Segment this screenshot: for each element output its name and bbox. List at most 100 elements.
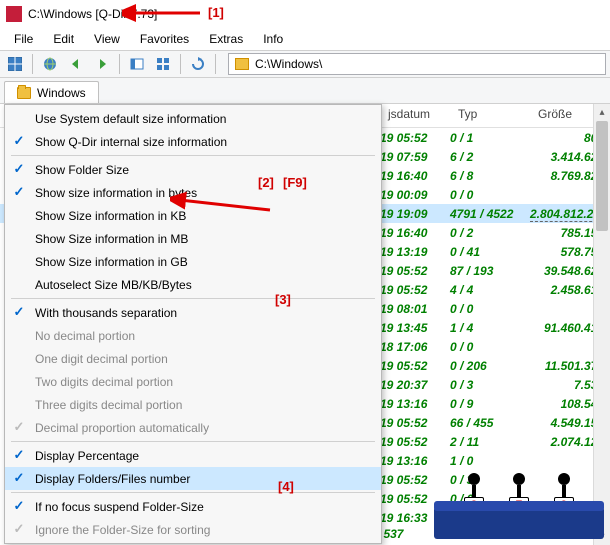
menu-item[interactable]: ✓ Display Folders/Files number	[5, 467, 381, 490]
title-bar: C:\Windows [Q-Dir 7.73]	[0, 0, 610, 28]
scroll-thumb[interactable]	[596, 121, 608, 231]
grid-icon[interactable]	[152, 53, 174, 75]
cell-date: 19 05:52	[380, 264, 450, 278]
back-icon[interactable]	[65, 53, 87, 75]
menu-favorites[interactable]: Favorites	[130, 30, 199, 48]
menu-item[interactable]: ✓ If no focus suspend Folder-Size	[5, 495, 381, 518]
cell-typ: 0 / 2	[450, 226, 530, 240]
menu-item-label: Show Q-Dir internal size information	[35, 135, 227, 149]
globe-icon[interactable]	[39, 53, 61, 75]
check-icon: ✓	[11, 419, 27, 435]
forward-icon[interactable]	[91, 53, 113, 75]
tab-windows[interactable]: Windows	[4, 81, 99, 103]
cell-date: 19 00:09	[380, 188, 450, 202]
tab-label: Windows	[37, 86, 86, 100]
menu-item-label: Use System default size information	[35, 112, 226, 126]
menu-item-label: No decimal portion	[35, 329, 135, 343]
menu-item-label: Show Size information in KB	[35, 209, 186, 223]
menu-item-label: Decimal proportion automatically	[35, 421, 209, 435]
check-icon: ✓	[11, 521, 27, 537]
refresh-icon[interactable]	[187, 53, 209, 75]
check-icon: ✓	[11, 184, 27, 200]
menu-item[interactable]: Show Size information in MB	[5, 227, 381, 250]
menu-item-label: Ignore the Folder-Size for sorting	[35, 523, 210, 537]
menu-item-label: One digit decimal portion	[35, 352, 168, 366]
menu-edit[interactable]: Edit	[43, 30, 84, 48]
menu-item: Two digits decimal portion	[5, 370, 381, 393]
arrow-1-icon	[122, 4, 202, 22]
cell-date: 19 13:45	[380, 321, 450, 335]
path-input[interactable]: C:\Windows\	[228, 53, 606, 75]
cell-date: 19 20:37	[380, 378, 450, 392]
menu-view[interactable]: View	[84, 30, 130, 48]
check-icon: ✓	[11, 447, 27, 463]
cell-typ: 0 / 41	[450, 245, 530, 259]
cell-typ: 0 / 206	[450, 359, 530, 373]
menu-separator	[11, 298, 375, 299]
menu-item-label: Two digits decimal portion	[35, 375, 173, 389]
cell-date: 19 16:40	[380, 169, 450, 183]
menu-item: No decimal portion	[5, 324, 381, 347]
cell-typ: 2 / 11	[450, 435, 530, 449]
col-date[interactable]: jsdatum	[380, 104, 450, 127]
menu-item[interactable]: Autoselect Size MB/KB/Bytes	[5, 273, 381, 296]
cell-typ: 4791 / 4522	[450, 207, 530, 221]
menu-separator	[11, 492, 375, 493]
menu-info[interactable]: Info	[253, 30, 293, 48]
menu-bar: File Edit View Favorites Extras Info	[0, 28, 610, 50]
cell-date: 19 13:16	[380, 397, 450, 411]
cell-date: 19 05:52	[380, 283, 450, 297]
cell-typ: 6 / 2	[450, 150, 530, 164]
cell-date: 19 05:52	[380, 359, 450, 373]
menu-item-label: Three digits decimal portion	[35, 398, 182, 412]
cell-typ: 1 / 4	[450, 321, 530, 335]
layout-icon[interactable]	[4, 53, 26, 75]
cell-typ: 66 / 455	[450, 416, 530, 430]
menu-item: Three digits decimal portion	[5, 393, 381, 416]
cell-typ: 4 / 4	[450, 283, 530, 297]
cell-typ: 6 / 8	[450, 169, 530, 183]
check-icon: ✓	[11, 133, 27, 149]
scroll-up-icon[interactable]: ▴	[594, 104, 610, 121]
annotation-3: [3]	[275, 292, 291, 307]
annotation-1: [1]	[208, 5, 224, 20]
col-typ[interactable]: Typ	[450, 104, 530, 127]
app-icon	[6, 6, 22, 22]
cell-date: 19 13:19	[380, 245, 450, 259]
cell-date: 19 08:01	[380, 302, 450, 316]
cell-typ: 0 / 0	[450, 188, 530, 202]
cell-date: 18 17:06	[380, 340, 450, 354]
menu-item: One digit decimal portion	[5, 347, 381, 370]
annotation-2: [2]	[258, 175, 274, 190]
cell-typ: 0 / 0	[450, 340, 530, 354]
menu-item[interactable]: ✓Display Percentage	[5, 444, 381, 467]
menu-item[interactable]: ✓ With thousands separation	[5, 301, 381, 324]
menu-item-label: Show Size information in GB	[35, 255, 188, 269]
cartoon-judges: 8 7 9	[434, 459, 604, 539]
menu-item: ✓ Decimal proportion automatically	[5, 416, 381, 439]
menu-file[interactable]: File	[4, 30, 43, 48]
cell-typ: 87 / 193	[450, 264, 530, 278]
check-icon: ✓	[11, 498, 27, 514]
cell-typ: 0 / 3	[450, 378, 530, 392]
menu-extras[interactable]: Extras	[199, 30, 253, 48]
menu-item-label: If no focus suspend Folder-Size	[35, 500, 204, 514]
menu-item-label: With thousands separation	[35, 306, 177, 320]
cell-date: 19 16:40	[380, 226, 450, 240]
check-icon: ✓	[11, 470, 27, 486]
menu-item-label: Display Folders/Files number	[35, 472, 190, 486]
cell-date: 19 05:52	[380, 416, 450, 430]
menu-item: ✓ Ignore the Folder-Size for sorting	[5, 518, 381, 541]
cell-date: 19 05:52	[380, 131, 450, 145]
toolbar: C:\Windows\	[0, 50, 610, 78]
menu-separator	[11, 441, 375, 442]
menu-item[interactable]: Use System default size information	[5, 107, 381, 130]
path-text: C:\Windows\	[255, 57, 322, 71]
menu-item[interactable]: Show Size information in GB	[5, 250, 381, 273]
panel-icon[interactable]	[126, 53, 148, 75]
menu-item[interactable]: ✓ Show Q-Dir internal size information	[5, 130, 381, 153]
check-icon: ✓	[11, 304, 27, 320]
cell-typ: 0 / 0	[450, 302, 530, 316]
cell-typ: 0 / 9	[450, 397, 530, 411]
folder-icon	[17, 87, 31, 99]
